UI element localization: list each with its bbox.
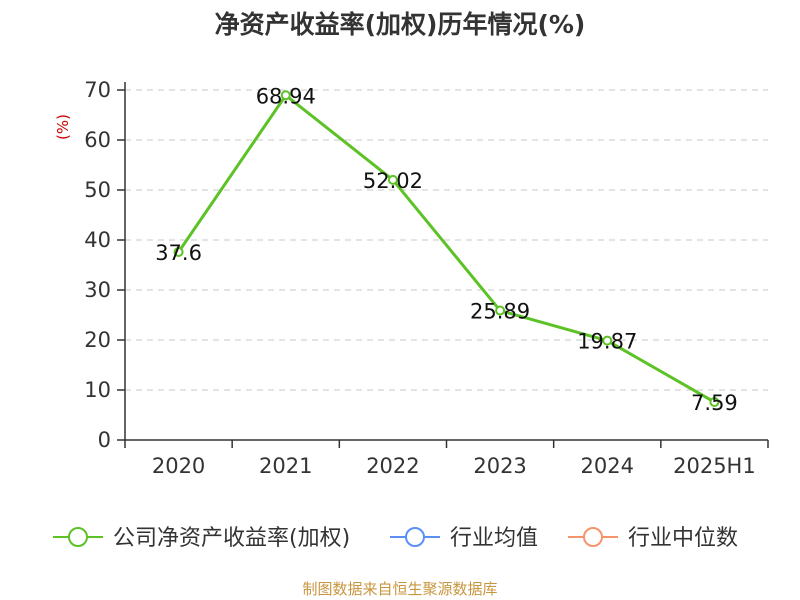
x-tick-label: 2022 bbox=[366, 454, 419, 478]
chart-title: 净资产收益率(加权)历年情况(%) bbox=[214, 10, 586, 39]
y-tick-label: 70 bbox=[84, 78, 111, 102]
series-layer bbox=[173, 90, 720, 408]
grid-lines bbox=[125, 89, 768, 391]
x-tick-label: 2020 bbox=[152, 454, 205, 478]
y-axis-label: (%) bbox=[54, 114, 72, 140]
x-tick-label: 2021 bbox=[259, 454, 312, 478]
y-tick-label: 40 bbox=[84, 228, 111, 252]
data-label: 19.87 bbox=[577, 330, 637, 354]
y-tick-label: 0 bbox=[98, 428, 111, 452]
x-tick-label: 2025H1 bbox=[673, 454, 756, 478]
data-label: 25.89 bbox=[470, 300, 530, 324]
axes: 0 10 20 30 40 50 60 70 (%) 2020 2021 2022 2023 2024 20… bbox=[54, 78, 769, 478]
y-tick-label: 60 bbox=[84, 128, 111, 152]
legend-marker bbox=[583, 527, 603, 547]
data-point bbox=[709, 397, 720, 408]
x-tick-label: 2024 bbox=[581, 454, 634, 478]
y-tick-label: 10 bbox=[84, 378, 111, 402]
data-point bbox=[495, 305, 506, 316]
data-label: 37.6 bbox=[155, 241, 202, 265]
data-labels: 37.6 68.94 52.02 25.89 19.87 7.59 bbox=[155, 84, 738, 415]
y-tick-label: 30 bbox=[84, 278, 111, 302]
source-note: 制图数据来自恒生聚源数据库 bbox=[302, 580, 498, 598]
data-point bbox=[173, 247, 184, 257]
x-tick-label: 2023 bbox=[473, 454, 526, 478]
data-label: 52.02 bbox=[363, 169, 423, 193]
legend-marker bbox=[68, 527, 88, 547]
data-point bbox=[602, 335, 613, 346]
y-tick-label: 20 bbox=[84, 328, 111, 352]
data-label: 7.59 bbox=[691, 391, 738, 415]
legend: 公司净资产收益率(加权) 行业均值 行业中位数 bbox=[53, 526, 738, 551]
series-line bbox=[177, 93, 716, 404]
y-tick-label: 50 bbox=[84, 178, 111, 202]
legend-label: 公司净资产收益率(加权) bbox=[113, 526, 350, 551]
legend-marker bbox=[405, 527, 425, 547]
legend-label: 行业均值 bbox=[450, 526, 538, 551]
data-point bbox=[280, 90, 291, 101]
legend-label: 行业中位数 bbox=[628, 526, 738, 551]
data-point bbox=[387, 174, 398, 185]
data-label: 68.94 bbox=[256, 84, 316, 108]
